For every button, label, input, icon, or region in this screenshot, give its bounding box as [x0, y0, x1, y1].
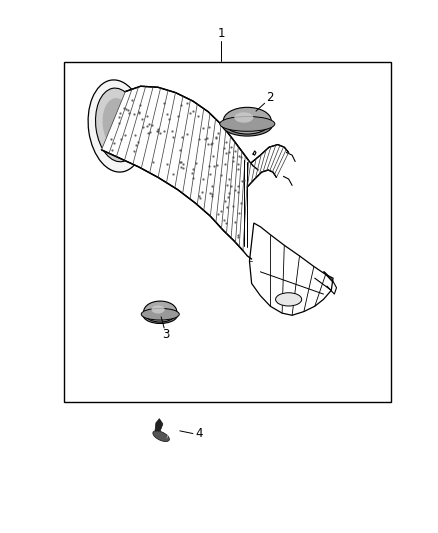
Polygon shape [247, 144, 289, 187]
Ellipse shape [152, 305, 165, 313]
Text: 1: 1 [217, 27, 225, 39]
Ellipse shape [143, 306, 178, 324]
Ellipse shape [222, 114, 272, 136]
Polygon shape [155, 419, 163, 431]
Ellipse shape [102, 98, 134, 151]
Ellipse shape [276, 293, 302, 306]
Text: 4: 4 [196, 427, 203, 440]
Ellipse shape [144, 301, 177, 322]
Ellipse shape [88, 80, 145, 172]
Bar [64, 62, 391, 402]
Ellipse shape [141, 309, 179, 320]
Polygon shape [102, 86, 249, 251]
Ellipse shape [234, 112, 253, 123]
Polygon shape [250, 223, 333, 316]
Text: 3: 3 [162, 328, 170, 341]
Ellipse shape [223, 107, 271, 134]
Ellipse shape [153, 431, 170, 441]
Ellipse shape [95, 88, 140, 162]
Ellipse shape [220, 116, 275, 131]
Text: 2: 2 [266, 91, 273, 104]
